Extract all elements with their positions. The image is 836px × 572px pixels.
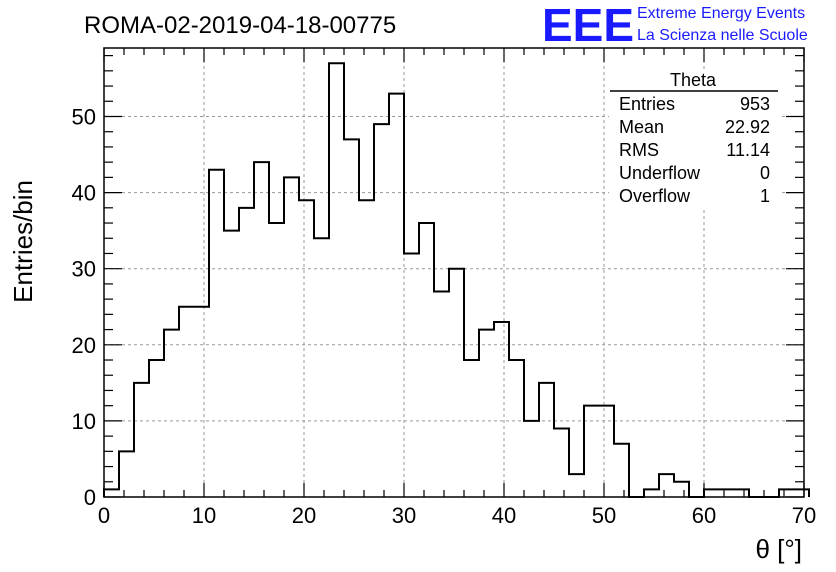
- histogram-bin: [569, 474, 584, 497]
- x-tick-label: 20: [292, 503, 316, 528]
- logo-line-1: Extreme Energy Events: [637, 5, 805, 22]
- histogram-bin: [299, 200, 314, 497]
- logo-line-2: La Scienza nelle Scuole: [637, 27, 808, 44]
- histogram-bin: [644, 489, 659, 497]
- x-tick-label: 30: [392, 503, 416, 528]
- histogram-bin: [614, 444, 629, 497]
- stat-label-mean: Mean: [619, 117, 664, 137]
- histogram-bin: [149, 360, 164, 497]
- y-axis-title: Entries/bin: [8, 180, 38, 303]
- stat-label-rms: RMS: [619, 140, 659, 160]
- histogram-bin: [314, 238, 329, 497]
- y-tick-label: 50: [72, 104, 96, 129]
- histogram-bin: [794, 489, 809, 497]
- histogram-bin: [359, 200, 374, 497]
- x-tick-label: 40: [492, 503, 516, 528]
- x-tick-label: 10: [192, 503, 216, 528]
- stats-title: Theta: [670, 70, 717, 90]
- histogram-bin: [389, 94, 404, 497]
- axis-ticks: [103, 48, 805, 498]
- histogram-bin: [164, 330, 179, 497]
- histogram-bin: [209, 170, 224, 497]
- histogram-bin: [659, 474, 674, 497]
- histogram-bin: [104, 489, 119, 497]
- histogram-bin: [524, 421, 539, 497]
- y-tick-label: 40: [72, 181, 96, 206]
- stat-label-overflow: Overflow: [619, 186, 691, 206]
- plot-frame: [103, 47, 805, 498]
- x-tick-label: 60: [692, 503, 716, 528]
- stat-label-underflow: Underflow: [619, 163, 701, 183]
- histogram-bin: [509, 360, 524, 497]
- x-tick-label: 50: [592, 503, 616, 528]
- histogram-bin: [449, 269, 464, 497]
- histogram-bins: [103, 62, 810, 498]
- histogram-bin: [134, 383, 149, 497]
- x-axis-title: θ [°]: [755, 534, 802, 564]
- histogram-bin: [239, 208, 254, 497]
- histogram-bin: [584, 406, 599, 497]
- histogram-bin: [704, 489, 719, 497]
- stat-label-entries: Entries: [619, 94, 675, 114]
- histogram-bin: [254, 162, 269, 497]
- y-tick-label: 20: [72, 333, 96, 358]
- stat-value-underflow: 0: [760, 163, 770, 183]
- histogram-bin: [269, 223, 284, 497]
- histogram-bin: [119, 451, 134, 497]
- histogram-bin: [779, 489, 794, 497]
- y-tick-label: 0: [84, 485, 96, 510]
- y-tick-label: 30: [72, 257, 96, 282]
- eee-logo: EEE Extreme Energy Events La Scienza nel…: [542, 0, 808, 51]
- histogram-bin: [464, 360, 479, 497]
- histogram-bin: [599, 406, 614, 497]
- histogram-bin: [719, 489, 734, 497]
- stats-box: Theta Entries 953 Mean 22.92 RMS 11.14 U…: [609, 70, 779, 210]
- x-tick-label: 0: [98, 503, 110, 528]
- histogram-bin: [674, 482, 689, 497]
- histogram-bin: [224, 231, 239, 497]
- histogram-bin: [539, 383, 554, 497]
- histogram-bin: [494, 322, 509, 497]
- histogram-bin: [344, 139, 359, 497]
- run-title: ROMA-02-2019-04-18-00775: [84, 12, 396, 39]
- histogram-bin: [419, 223, 434, 497]
- histogram-bin: [284, 177, 299, 497]
- histogram-bin: [194, 307, 209, 497]
- histogram-bin: [329, 63, 344, 497]
- logo-mark: EEE: [542, 0, 634, 51]
- stat-value-mean: 22.92: [725, 117, 770, 137]
- x-tick-label: 70: [792, 503, 816, 528]
- histogram-bin: [479, 330, 494, 497]
- stat-value-overflow: 1: [760, 186, 770, 206]
- stat-value-entries: 953: [740, 94, 770, 114]
- histogram-bin: [404, 253, 419, 497]
- histogram-bin: [434, 292, 449, 497]
- histogram-bin: [554, 429, 569, 497]
- histogram-bin: [734, 489, 749, 497]
- stat-value-rms: 11.14: [726, 140, 770, 160]
- histogram-outline: [103, 62, 810, 498]
- histogram-bin: [374, 124, 389, 497]
- histogram-bin: [179, 307, 194, 497]
- y-tick-label: 10: [72, 409, 96, 434]
